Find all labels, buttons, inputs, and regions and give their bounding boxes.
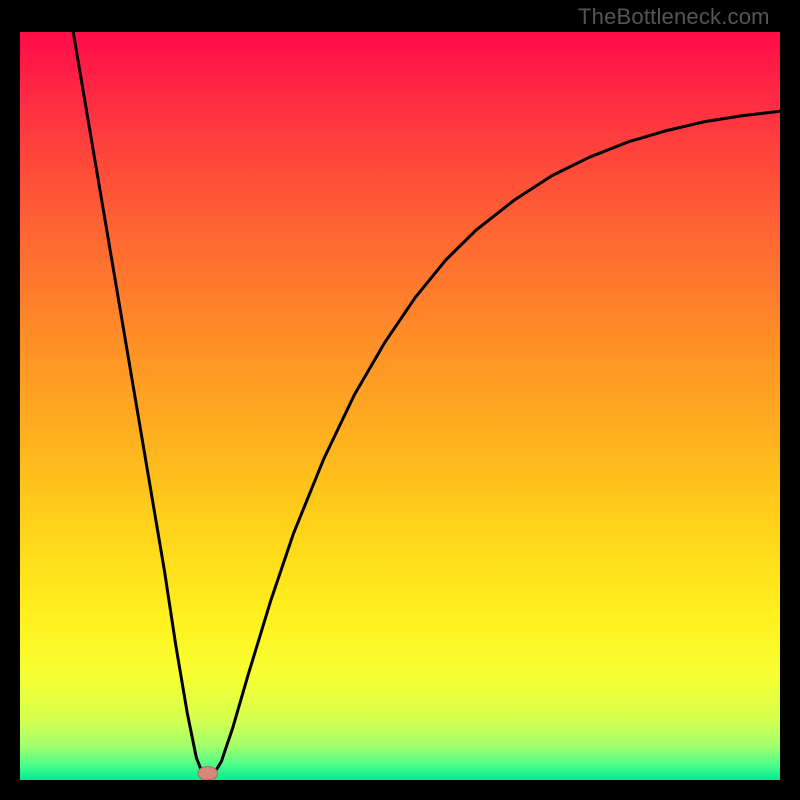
frame-border-bottom <box>0 780 800 800</box>
minimum-marker <box>198 767 218 780</box>
bottleneck-chart <box>20 32 780 780</box>
frame-border-left <box>0 0 20 800</box>
watermark-text: TheBottleneck.com <box>578 4 770 30</box>
frame-border-right <box>780 0 800 800</box>
bottleneck-curve <box>20 32 780 780</box>
